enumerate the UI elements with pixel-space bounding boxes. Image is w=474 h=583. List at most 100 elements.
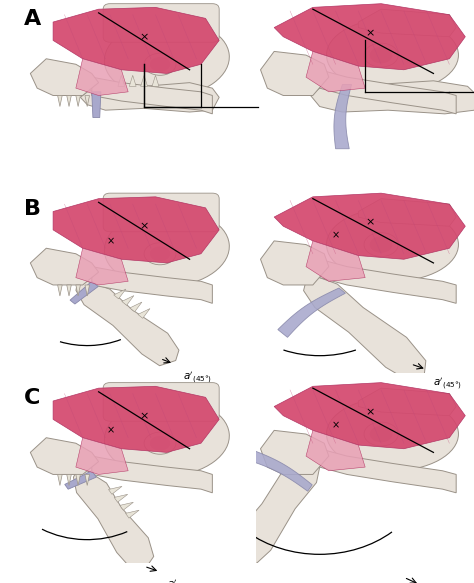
Polygon shape bbox=[109, 486, 122, 494]
Polygon shape bbox=[67, 475, 71, 486]
Polygon shape bbox=[152, 75, 159, 86]
Polygon shape bbox=[58, 285, 62, 296]
Polygon shape bbox=[53, 387, 219, 452]
Polygon shape bbox=[306, 241, 365, 282]
Polygon shape bbox=[278, 288, 346, 338]
Polygon shape bbox=[70, 282, 98, 304]
Polygon shape bbox=[358, 9, 456, 37]
Polygon shape bbox=[118, 75, 125, 86]
Polygon shape bbox=[76, 59, 128, 96]
Polygon shape bbox=[358, 199, 456, 226]
Polygon shape bbox=[319, 449, 456, 493]
Polygon shape bbox=[92, 456, 212, 493]
Polygon shape bbox=[130, 302, 142, 312]
Polygon shape bbox=[76, 248, 128, 285]
Ellipse shape bbox=[370, 236, 392, 253]
Ellipse shape bbox=[327, 398, 458, 471]
Polygon shape bbox=[30, 248, 99, 285]
Polygon shape bbox=[114, 494, 128, 502]
Polygon shape bbox=[53, 8, 219, 73]
Ellipse shape bbox=[144, 432, 176, 454]
Polygon shape bbox=[303, 278, 426, 381]
Polygon shape bbox=[122, 296, 134, 305]
Polygon shape bbox=[274, 193, 465, 259]
Polygon shape bbox=[261, 430, 329, 475]
Polygon shape bbox=[261, 241, 329, 285]
Ellipse shape bbox=[144, 53, 176, 75]
Text: $\times$: $\times$ bbox=[106, 236, 114, 246]
Polygon shape bbox=[358, 388, 456, 416]
Text: $a'_{(45°)}$: $a'_{(45°)}$ bbox=[433, 375, 463, 391]
Polygon shape bbox=[76, 282, 179, 366]
Polygon shape bbox=[334, 85, 352, 149]
Polygon shape bbox=[219, 457, 319, 574]
Ellipse shape bbox=[370, 426, 392, 442]
Text: $\times$: $\times$ bbox=[139, 31, 149, 42]
Polygon shape bbox=[30, 59, 99, 96]
Text: A: A bbox=[24, 9, 41, 29]
Polygon shape bbox=[92, 92, 101, 118]
Ellipse shape bbox=[104, 399, 229, 476]
Ellipse shape bbox=[364, 422, 398, 446]
Polygon shape bbox=[67, 96, 71, 107]
Polygon shape bbox=[274, 3, 465, 70]
Polygon shape bbox=[274, 382, 465, 449]
Polygon shape bbox=[81, 83, 219, 112]
Polygon shape bbox=[120, 503, 133, 510]
Polygon shape bbox=[240, 448, 312, 491]
Text: $\times$: $\times$ bbox=[365, 28, 374, 38]
Polygon shape bbox=[310, 81, 474, 114]
FancyBboxPatch shape bbox=[103, 382, 219, 421]
Ellipse shape bbox=[364, 43, 398, 67]
Polygon shape bbox=[319, 70, 456, 114]
Text: $a'_{(60°)}$: $a'_{(60°)}$ bbox=[167, 577, 196, 583]
Polygon shape bbox=[58, 475, 62, 486]
Polygon shape bbox=[65, 471, 96, 489]
Text: $\times$: $\times$ bbox=[365, 217, 374, 228]
Ellipse shape bbox=[104, 209, 229, 287]
Polygon shape bbox=[306, 51, 365, 92]
Ellipse shape bbox=[150, 247, 170, 261]
Polygon shape bbox=[138, 308, 150, 318]
Ellipse shape bbox=[327, 208, 458, 281]
Polygon shape bbox=[58, 96, 62, 107]
Polygon shape bbox=[92, 266, 212, 303]
Polygon shape bbox=[261, 51, 329, 96]
Polygon shape bbox=[319, 259, 456, 303]
Ellipse shape bbox=[150, 57, 170, 72]
Text: B: B bbox=[24, 199, 40, 219]
Ellipse shape bbox=[144, 243, 176, 265]
Ellipse shape bbox=[364, 233, 398, 257]
Polygon shape bbox=[76, 96, 81, 107]
Polygon shape bbox=[141, 75, 147, 86]
Text: $a'_{(45°)}$: $a'_{(45°)}$ bbox=[183, 370, 212, 385]
Polygon shape bbox=[76, 285, 81, 296]
Polygon shape bbox=[92, 77, 212, 114]
Text: $\times$: $\times$ bbox=[331, 230, 340, 241]
Polygon shape bbox=[76, 475, 81, 486]
FancyBboxPatch shape bbox=[103, 193, 219, 231]
Polygon shape bbox=[85, 475, 90, 486]
Text: $\times$: $\times$ bbox=[139, 221, 149, 231]
Polygon shape bbox=[85, 96, 90, 107]
Polygon shape bbox=[114, 289, 126, 299]
Ellipse shape bbox=[370, 47, 392, 64]
Ellipse shape bbox=[327, 18, 458, 92]
Ellipse shape bbox=[150, 436, 170, 451]
Polygon shape bbox=[85, 285, 90, 296]
Text: $\times$: $\times$ bbox=[365, 407, 374, 417]
Ellipse shape bbox=[104, 20, 229, 97]
Polygon shape bbox=[53, 197, 219, 263]
Polygon shape bbox=[129, 75, 136, 86]
Polygon shape bbox=[126, 510, 139, 518]
FancyBboxPatch shape bbox=[103, 3, 219, 42]
Polygon shape bbox=[73, 469, 154, 567]
Text: C: C bbox=[24, 388, 40, 408]
Polygon shape bbox=[67, 285, 71, 296]
Polygon shape bbox=[30, 438, 99, 475]
Polygon shape bbox=[76, 438, 128, 475]
Text: $\times$: $\times$ bbox=[331, 420, 340, 430]
Text: $\times$: $\times$ bbox=[139, 410, 149, 421]
Polygon shape bbox=[306, 430, 365, 471]
Text: $\times$: $\times$ bbox=[106, 425, 114, 436]
